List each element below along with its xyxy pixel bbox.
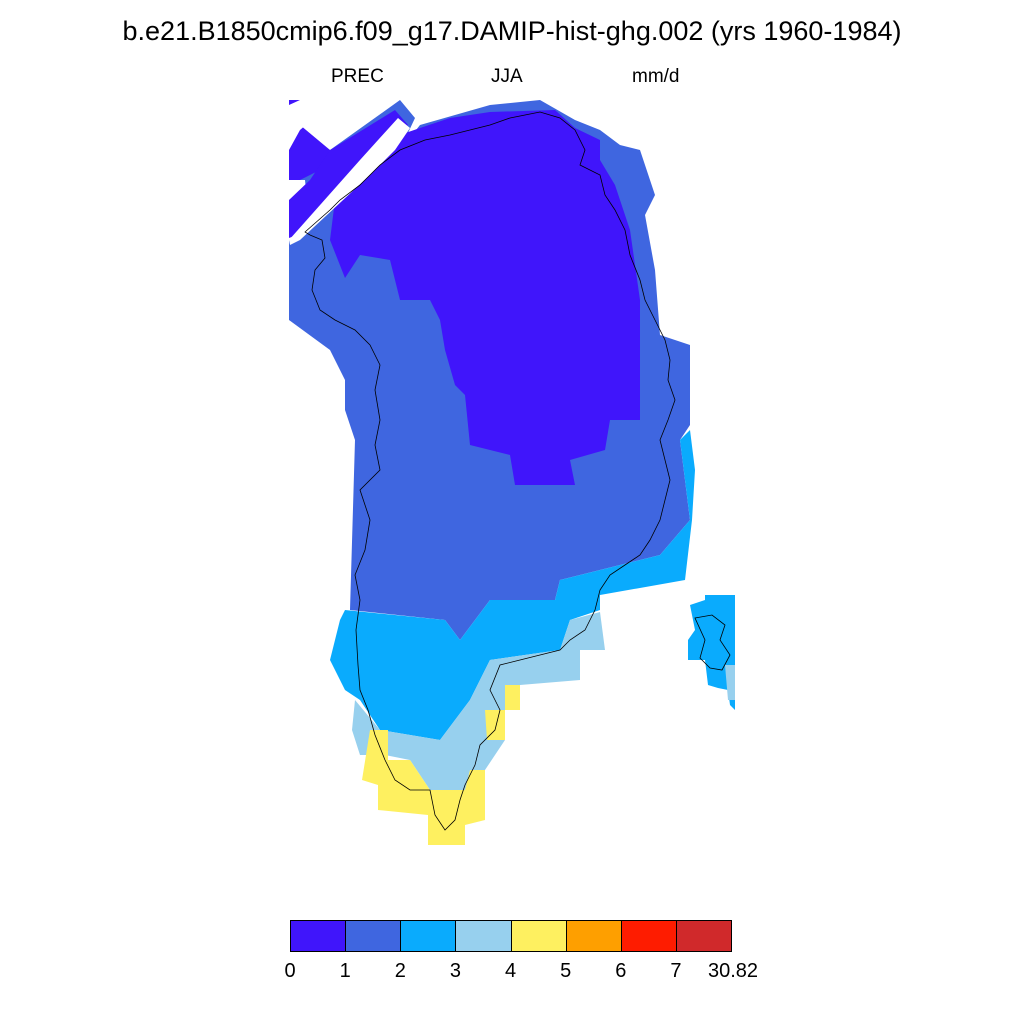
- colorbar-swatch: [455, 920, 512, 952]
- fill-level-2-3: [330, 430, 695, 740]
- fill-level-3-4: [352, 612, 605, 790]
- season-label: JJA: [491, 66, 523, 87]
- colorbar-swatch: [290, 920, 347, 952]
- colorbar-swatch: [565, 920, 622, 952]
- figure-title: b.e21.B1850cmip6.f09_g17.DAMIP-hist-ghg.…: [122, 16, 902, 46]
- strait-gap-2: [289, 118, 410, 245]
- colorbar-tick-label: 6: [615, 960, 627, 982]
- coastline: [304, 111, 731, 831]
- colorbar-swatch: [620, 920, 677, 952]
- colorbar-swatch: [400, 920, 457, 952]
- fill-level-4-5: [362, 730, 485, 845]
- units-label: mm/d: [632, 66, 680, 87]
- colorbar-tick-label: 3: [449, 960, 461, 982]
- variable-label: PREC: [331, 66, 384, 87]
- colorbar-tick-label: 7: [670, 960, 682, 982]
- fill-level-4-5-b: [485, 685, 520, 740]
- strait-gap: [289, 100, 335, 150]
- colorbar-tick-label: 2: [394, 960, 406, 982]
- colorbar-tick-label: 1: [339, 960, 351, 982]
- fill-level-0-1-interior: [330, 110, 640, 485]
- colorbar-swatch: [345, 920, 402, 952]
- fill-iceland-light: [725, 665, 735, 700]
- colorbar-tick-label: 4: [504, 960, 517, 982]
- colorbar-swatch: [675, 920, 732, 952]
- colorbar-swatch: [510, 920, 567, 952]
- colorbar-tick-label: 5: [560, 960, 572, 982]
- colorbar-tick-label: 30.82: [707, 960, 759, 982]
- colorbar-tick-label: 0: [284, 960, 296, 982]
